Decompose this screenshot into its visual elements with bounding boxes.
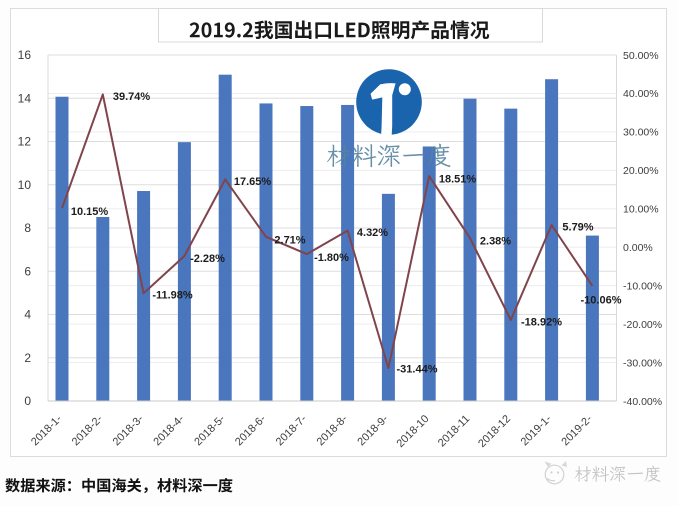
svg-text:4: 4 xyxy=(24,308,31,322)
svg-text:0.00%: 0.00% xyxy=(623,242,653,254)
svg-text:10.00%: 10.00% xyxy=(623,204,659,216)
svg-text:39.74%: 39.74% xyxy=(113,91,151,103)
svg-text:30.00%: 30.00% xyxy=(623,127,659,139)
svg-text:16: 16 xyxy=(18,48,32,62)
svg-text:-40.00%: -40.00% xyxy=(623,396,662,408)
svg-text:0: 0 xyxy=(24,394,31,408)
svg-text:12: 12 xyxy=(18,135,32,149)
svg-text:4.32%: 4.32% xyxy=(357,227,388,239)
svg-text:17.65%: 17.65% xyxy=(234,176,272,188)
svg-text:40.00%: 40.00% xyxy=(623,88,659,100)
svg-text:14: 14 xyxy=(18,91,32,105)
svg-text:-18.92%: -18.92% xyxy=(521,317,562,329)
svg-text:2.38%: 2.38% xyxy=(480,236,511,248)
svg-text:-31.44%: -31.44% xyxy=(397,363,438,375)
svg-text:2.71%: 2.71% xyxy=(274,235,305,247)
svg-text:-20.00%: -20.00% xyxy=(623,319,662,331)
svg-text:10: 10 xyxy=(18,178,32,192)
svg-text:6: 6 xyxy=(24,264,31,278)
svg-text:18.51%: 18.51% xyxy=(439,174,477,186)
svg-text:-11.98%: -11.98% xyxy=(152,289,193,301)
svg-text:-10.00%: -10.00% xyxy=(623,280,662,292)
svg-text:10.15%: 10.15% xyxy=(71,206,109,218)
svg-text:50.00%: 50.00% xyxy=(623,50,659,62)
svg-text:20.00%: 20.00% xyxy=(623,165,659,177)
svg-text:-30.00%: -30.00% xyxy=(623,357,662,369)
svg-text:-1.80%: -1.80% xyxy=(314,252,349,264)
svg-text:8: 8 xyxy=(24,221,31,235)
svg-text:2: 2 xyxy=(24,351,31,365)
svg-text:5.79%: 5.79% xyxy=(562,221,593,233)
svg-text:-2.28%: -2.28% xyxy=(190,253,225,265)
svg-text:-10.06%: -10.06% xyxy=(581,294,622,306)
